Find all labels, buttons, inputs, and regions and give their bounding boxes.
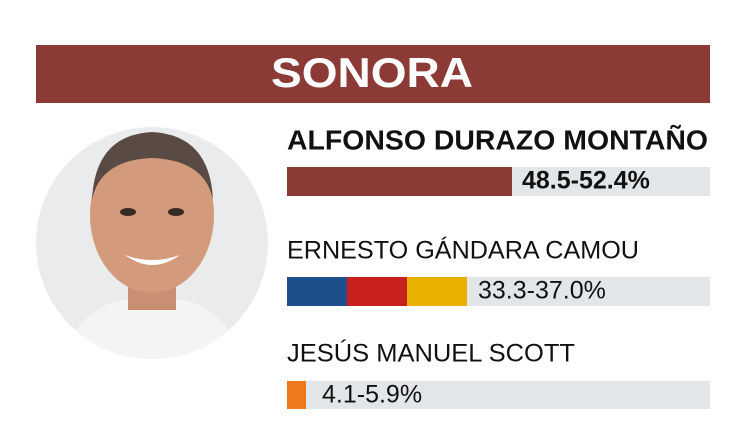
smile <box>125 255 180 265</box>
eye <box>168 208 184 216</box>
bar-segment <box>287 277 347 306</box>
header-band <box>36 45 710 103</box>
bar <box>287 167 512 196</box>
candidate-name: ERNESTO GÁNDARA CAMOU <box>287 236 639 265</box>
bar-segment <box>347 277 407 306</box>
eye <box>120 208 136 216</box>
header-title: SONORA <box>271 49 473 96</box>
candidate-name: JESÚS MANUEL SCOTT <box>287 339 575 368</box>
bar-segment <box>407 277 467 306</box>
bar <box>287 381 306 409</box>
face <box>90 137 214 293</box>
range-label: 48.5-52.4% <box>522 167 650 195</box>
portrait <box>36 127 268 359</box>
hair <box>92 132 213 200</box>
bar-track <box>287 381 710 409</box>
range-label: 33.3-37.0% <box>478 277 606 305</box>
candidate-name: ALFONSO DURAZO MONTAÑO <box>287 124 708 155</box>
range-label: 4.1-5.9% <box>322 381 422 409</box>
shirt <box>60 300 245 359</box>
